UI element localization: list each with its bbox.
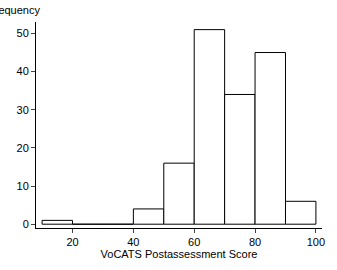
svg-text:100: 100 [307,236,325,248]
svg-text:40: 40 [17,65,29,77]
svg-text:10: 10 [17,180,29,192]
svg-text:30: 30 [17,104,29,116]
svg-text:0: 0 [23,218,29,230]
svg-text:VoCATS Postassessment Score: VoCATS Postassessment Score [101,248,258,260]
svg-text:60: 60 [188,236,200,248]
svg-text:20: 20 [66,236,78,248]
svg-text:50: 50 [17,27,29,39]
svg-text:40: 40 [127,236,139,248]
svg-text:80: 80 [249,236,261,248]
svg-text:Frequency: Frequency [0,4,40,16]
svg-text:20: 20 [17,142,29,154]
